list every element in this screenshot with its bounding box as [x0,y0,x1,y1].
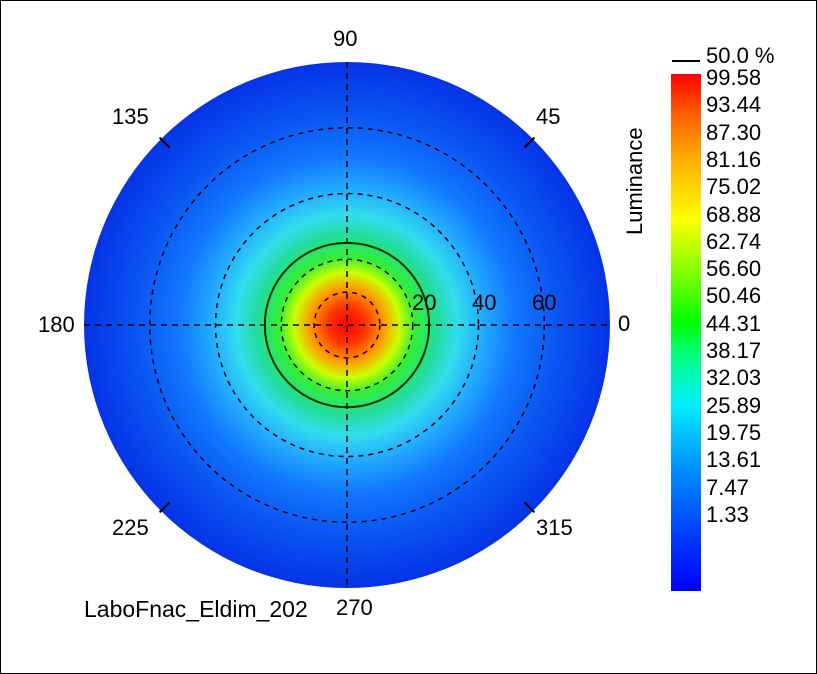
angle-tick-45 [523,136,536,149]
colorbar-tick: 25.89 [706,392,762,418]
colorbar-tick: 19.75 [706,419,762,445]
colorbar-tick: 32.03 [706,365,762,391]
angle-tick-225 [158,501,171,514]
colorbar-label: Luminance [622,127,647,235]
angle-tick-315 [523,501,536,514]
colorbar-tick: 7.47 [706,474,749,500]
colorbar-tick: 44.31 [706,310,762,336]
radial-ring-10 [313,291,381,359]
colorbar-tick: 1.33 [706,501,749,527]
angle-label-180: 180 [38,312,75,337]
outer-ticks [158,136,536,514]
radial-ring-60 [149,127,545,523]
contour-legend-label: 50.0 % [706,43,775,68]
colorbar [671,74,701,591]
radial-ring-40 [214,192,480,458]
radial-label-40: 40 [472,290,497,315]
colorbar-tick: 50.46 [706,283,762,309]
colorbar-tick: 93.44 [706,92,762,118]
angle-label-270: 270 [336,595,373,620]
colorbar-tick: 56.60 [706,256,762,282]
colorbar-tick: 13.61 [706,447,762,473]
footer-text: LaboFnac_Eldim_202 [84,596,308,622]
colorbar-tick: 62.74 [706,228,762,254]
contour-50-percent [263,241,431,409]
angle-tick-135 [158,136,171,149]
radial-label-20: 20 [412,290,437,315]
colorbar-tick: 38.17 [706,338,762,363]
luminance-disk [84,62,610,588]
colorbar-tick: 81.16 [706,146,762,172]
angle-label-0: 0 [618,311,631,336]
angle-label-90: 90 [333,26,358,51]
colorbar-tick: 99.58 [706,65,762,90]
colorbar-tick: 87.30 [706,119,762,145]
radial-label-60: 60 [532,290,557,315]
angle-label-225: 225 [112,515,149,540]
angle-label-315: 315 [536,515,573,540]
colorbar-tick: 68.88 [706,201,762,227]
radial-ring-20 [280,258,414,392]
angle-label-45: 45 [536,104,561,129]
colorbar-tick: 75.02 [706,174,762,200]
radial-grid [149,127,545,523]
angle-label-135: 135 [112,104,149,129]
